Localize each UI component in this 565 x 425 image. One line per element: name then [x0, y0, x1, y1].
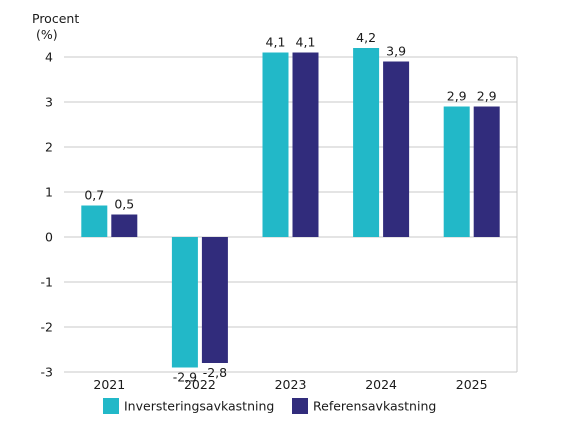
x-tick-label: 2021: [93, 377, 125, 392]
data-label-2024-series-1: 4,2: [356, 30, 376, 45]
data-label-2022-series-1: -2,9: [173, 370, 197, 385]
bar-2024-series-1: [353, 48, 380, 237]
y-tick-label: 2: [45, 140, 53, 155]
legend-swatch-series-2: [292, 398, 308, 414]
x-tick-label: 2022: [184, 377, 216, 392]
y-tick-label: -3: [41, 365, 53, 380]
data-label-2021-series-1: 0,7: [84, 188, 104, 203]
bar-2021-series-2: [111, 214, 138, 237]
data-label-2025-series-2: 2,9: [477, 89, 497, 104]
gridlines: [64, 56, 518, 373]
y-unit-label-line-2: (%): [36, 27, 58, 42]
bar-2024-series-2: [383, 61, 410, 237]
bar-2022-series-2: [201, 237, 228, 363]
bar-2023-series-2: [292, 52, 319, 237]
legend-label-series-1: Inversteringsavkastning: [124, 399, 274, 414]
legend-label-series-2: Referensavkastning: [313, 399, 436, 414]
bar-2022-series-1: [171, 237, 198, 368]
y-tick-label: -1: [41, 275, 53, 290]
data-label-2021-series-2: 0,5: [114, 197, 134, 212]
bar-2023-series-1: [262, 52, 289, 237]
y-tick-label: 1: [45, 185, 53, 200]
x-tick-label: 2023: [275, 377, 307, 392]
bar-2025-series-1: [443, 106, 470, 237]
data-label-2023-series-1: 4,1: [266, 35, 286, 50]
y-tick-label: 4: [45, 50, 53, 65]
legend: Inversteringsavkastning Referensavkastnin…: [103, 398, 436, 414]
data-label-2024-series-2: 3,9: [386, 44, 406, 59]
data-label-2023-series-2: 4,1: [296, 35, 316, 50]
x-tick-label: 2024: [365, 377, 397, 392]
data-labels: 0,7 0,5 -2,9 -2,8 4,1 4,1 4,2 3,9 2,9 2,9: [84, 30, 496, 385]
y-tick-label: 0: [45, 230, 53, 245]
y-tick-label: 3: [45, 95, 53, 110]
y-axis-ticks: 4 3 2 1 0 -1 -2 -3: [41, 50, 54, 380]
x-tick-label: 2025: [456, 377, 488, 392]
data-label-2025-series-1: 2,9: [447, 89, 467, 104]
bar-2021-series-1: [81, 205, 108, 237]
y-tick-label: -2: [41, 320, 53, 335]
bar-2025-series-2: [473, 106, 500, 237]
data-label-2022-series-2: -2,8: [203, 365, 227, 380]
bars: [81, 48, 500, 368]
legend-swatch-series-1: [103, 398, 119, 414]
x-axis-ticks: 2021 2022 2023 2024 2025: [93, 377, 487, 392]
y-unit-label-line-1: Procent: [32, 11, 79, 26]
